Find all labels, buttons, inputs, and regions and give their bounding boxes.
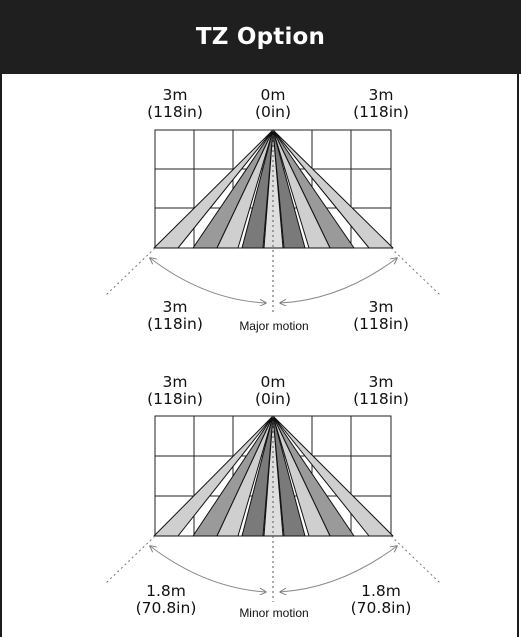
page-title: TZ Option [195, 24, 326, 50]
zone-right-3 [272, 415, 331, 537]
top-right-distance: 3m [369, 373, 394, 391]
panel-caption: Minor motion [239, 606, 308, 620]
top-left-distance-in: (118in) [147, 103, 203, 121]
zone-outer-right [272, 129, 394, 249]
bottom-left-distance-in: (118in) [147, 315, 203, 333]
zone-outer-right [272, 415, 394, 537]
top-left-distance-in: (118in) [147, 390, 203, 408]
detection-zones [153, 415, 394, 537]
top-right-distance-in: (118in) [353, 103, 409, 121]
detection-zones [153, 129, 394, 249]
top-center-distance: 0m [261, 86, 286, 104]
left-boundary [105, 247, 156, 296]
zone-right-3 [272, 129, 331, 249]
top-center-distance: 0m [261, 373, 286, 391]
left-boundary [105, 535, 156, 584]
bottom-right-distance-in: (70.8in) [351, 599, 412, 617]
left-range-arc [150, 546, 266, 592]
right-boundary [390, 535, 441, 584]
bottom-left-distance: 1.8m [146, 582, 186, 600]
right-range-arc [280, 546, 397, 592]
top-left-distance: 3m [163, 86, 188, 104]
coverage-panel-minor: 3m (118in) 0m (0in) 3m (118in) [105, 373, 441, 620]
top-center-distance-in: (0in) [255, 390, 291, 408]
right-range-arc [280, 258, 397, 303]
left-range-arc [150, 258, 266, 303]
header-bar: TZ Option [0, 0, 521, 74]
top-center-distance-in: (0in) [255, 103, 291, 121]
bottom-right-distance-in: (118in) [353, 315, 409, 333]
zone-outer-left [153, 129, 274, 249]
bottom-right-distance: 1.8m [361, 582, 401, 600]
bottom-left-distance: 3m [163, 298, 188, 316]
zone-left-3 [216, 415, 274, 537]
right-boundary [390, 247, 441, 296]
bottom-left-distance-in: (70.8in) [136, 599, 197, 617]
panel-caption: Major motion [239, 319, 308, 333]
bottom-right-distance: 3m [369, 298, 394, 316]
coverage-panel-major: 3m (118in) 0m (0in) 3m (118in) [105, 86, 441, 333]
zone-left-3 [216, 129, 274, 249]
zone-outer-left [153, 415, 274, 537]
top-right-distance: 3m [369, 86, 394, 104]
top-left-distance: 3m [163, 373, 188, 391]
zone-center [263, 129, 284, 249]
top-right-distance-in: (118in) [353, 390, 409, 408]
